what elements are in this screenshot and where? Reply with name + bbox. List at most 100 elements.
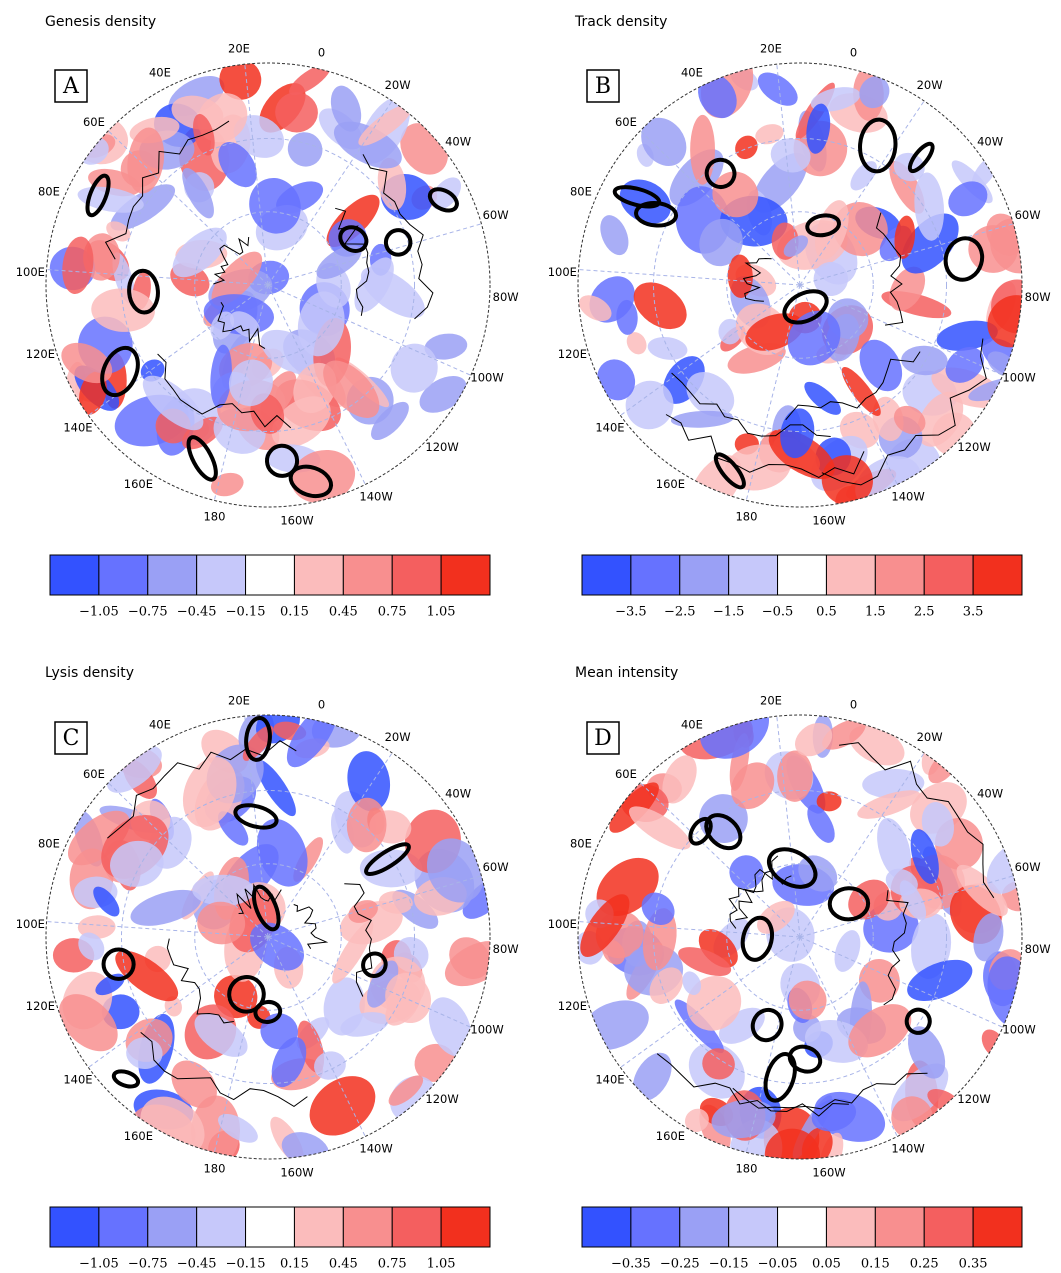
colorbar-tick-label: −0.25	[660, 1257, 700, 1272]
significance-contour	[427, 187, 459, 213]
field-blob	[729, 855, 764, 890]
field-blob	[182, 416, 223, 450]
field-blob	[699, 218, 743, 267]
longitude-label: 40W	[445, 134, 471, 148]
significance-contour	[100, 345, 140, 398]
longitude-label: 140E	[595, 421, 624, 435]
field-blob	[893, 405, 926, 435]
field-blob	[633, 282, 687, 330]
significance-contour	[85, 173, 111, 218]
field-blob	[91, 288, 155, 332]
field-blob	[670, 410, 734, 428]
field-blob	[628, 806, 691, 850]
field-blob	[171, 95, 224, 130]
colorbar-box	[825, 554, 876, 596]
colorbar-box	[147, 1206, 198, 1248]
longitude-label: 40E	[681, 717, 703, 731]
field-blob	[182, 757, 237, 828]
colorbar-tick-label: 1.5	[865, 605, 886, 620]
colorbar-box	[196, 1206, 247, 1248]
field-blob	[110, 840, 164, 887]
field-blob	[115, 950, 179, 1002]
field-blob	[597, 359, 636, 401]
field-blob	[718, 318, 742, 345]
field-blob	[371, 401, 409, 441]
meridian-line	[799, 936, 898, 1137]
field-blob	[182, 167, 214, 219]
field-blob	[632, 1052, 672, 1102]
longitude-label: 80W	[1025, 942, 1051, 956]
panel-letter: C	[63, 726, 80, 751]
meridian-line	[799, 100, 925, 286]
field-blob	[731, 762, 775, 809]
latitude-line	[652, 137, 948, 433]
panel: Lysis density 20E 0 20W 40W 60W 80W 100W 120W 140…	[16, 665, 519, 1272]
colorbar-box	[245, 554, 295, 596]
field-blob	[885, 868, 918, 896]
field-blob	[777, 750, 813, 802]
field-blob	[849, 725, 905, 766]
field-blob	[330, 85, 362, 132]
panel-letter-box	[586, 69, 620, 103]
panel-letter-box	[54, 69, 88, 103]
longitude-label: 160E	[124, 1129, 153, 1143]
longitude-label: 40E	[149, 717, 171, 731]
panel-title: Track density	[574, 14, 667, 30]
field-blob	[210, 472, 244, 497]
significance-contour	[364, 842, 411, 877]
longitude-label: 120W	[957, 440, 990, 454]
meridian-line	[776, 64, 801, 286]
colorbar-box	[777, 554, 827, 596]
meridian-line	[267, 284, 472, 376]
meridian-line	[267, 875, 482, 938]
meridian-line	[267, 284, 366, 485]
longitude-label: 40W	[977, 786, 1003, 800]
significance-contour	[111, 1069, 141, 1089]
coastline	[293, 904, 329, 949]
field-blob	[804, 381, 841, 415]
coastline	[335, 207, 370, 316]
field-blob	[197, 901, 246, 945]
significance-contour	[827, 886, 871, 922]
field-blob	[816, 791, 842, 812]
colorbar-box	[679, 1206, 730, 1248]
field-blob	[62, 236, 94, 295]
coastline	[107, 740, 297, 839]
field-blob	[956, 864, 1008, 917]
colorbar-box	[98, 554, 149, 596]
field-blob	[385, 987, 421, 1026]
field-blob	[59, 994, 118, 1052]
meridian-line	[799, 875, 1014, 938]
colorbar-box	[923, 1206, 974, 1248]
longitude-label: 160E	[656, 1129, 685, 1143]
field-blob	[698, 74, 737, 119]
colorbar-box	[293, 554, 344, 596]
field-blob	[229, 311, 260, 338]
significance-contour	[805, 213, 841, 238]
significance-contour	[634, 200, 679, 228]
field-blob	[894, 215, 916, 259]
meridian-line	[107, 130, 269, 286]
colorbar-tick-label: −1.05	[79, 1257, 119, 1272]
coastline	[821, 338, 987, 486]
field-blob	[218, 1113, 258, 1143]
colorbar-box	[49, 1206, 100, 1248]
colorbar-tick-label: −0.75	[128, 605, 168, 620]
longitude-label: 180	[203, 509, 225, 523]
field-blob	[649, 967, 683, 1004]
colorbar-box	[972, 1206, 1023, 1248]
longitude-label: 20W	[917, 78, 943, 92]
field-blob	[807, 804, 835, 843]
coastline	[665, 414, 865, 478]
longitude-label: 160W	[280, 514, 313, 528]
longitude-label: 80E	[570, 837, 592, 851]
panel-letter: B	[595, 74, 611, 99]
significance-contour	[740, 915, 775, 962]
field-blob	[194, 1013, 248, 1057]
longitude-label: 20E	[228, 41, 250, 55]
field-blob	[218, 141, 257, 188]
meridian-line	[578, 921, 801, 938]
significance-contour	[186, 435, 218, 482]
coastline	[217, 302, 266, 350]
